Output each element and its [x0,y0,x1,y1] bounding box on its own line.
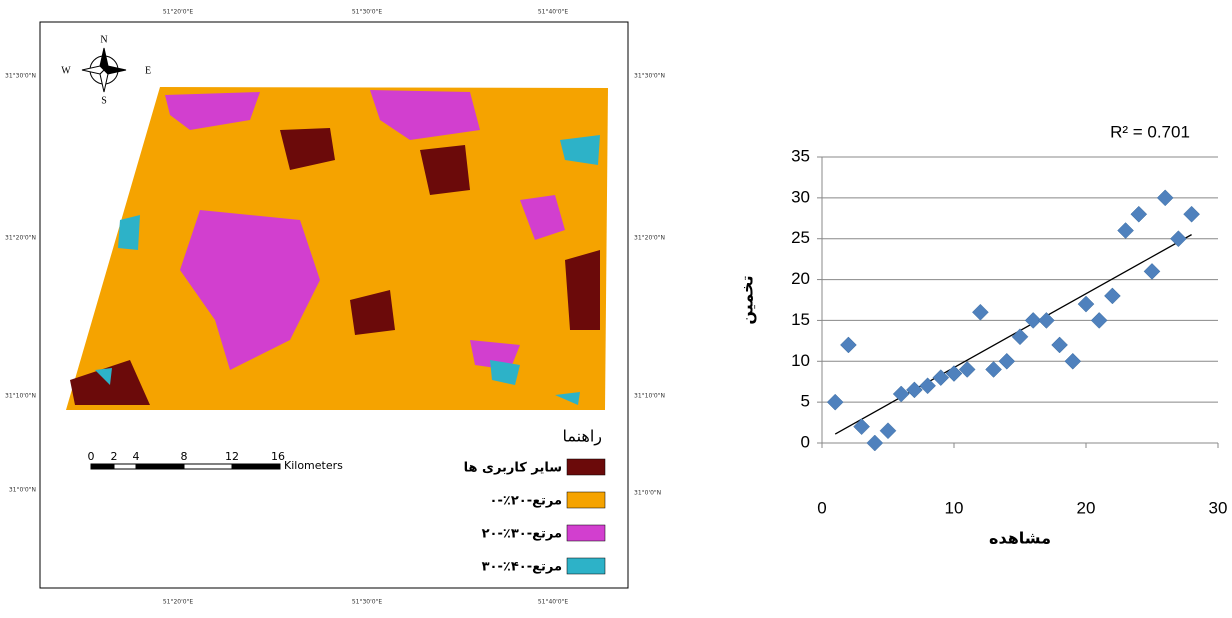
point [853,418,870,436]
legend-swatch [566,491,606,509]
coord-label: 31°10'0"N [634,393,665,400]
point [1038,312,1055,329]
point [1170,230,1187,248]
scale-bar [90,463,281,470]
point [958,361,976,378]
scale-label: 4 [133,450,140,463]
y-tick-label: 30 [791,187,810,206]
point [998,352,1016,370]
legend-label: سایر کاربری ها [464,461,562,476]
coord-label: 51°30'0"E [352,9,382,16]
y-axis-title: تخمین [738,275,757,324]
point [932,369,950,386]
y-tick-label: 15 [791,310,810,329]
point [906,381,923,399]
y-tick-label: 10 [791,351,810,370]
coord-label: 51°20'0"E [163,599,193,606]
legend-label: مرتع-۲۰٪-۰ [490,494,562,509]
y-tick-label: 5 [801,392,810,411]
annotation: R² = 0.701 [1110,122,1190,141]
map-base [66,87,608,410]
point [892,385,910,403]
compass-label: S [101,95,107,106]
point [879,422,897,440]
coord-label: 51°40'0"E [538,9,568,16]
point [1077,295,1095,313]
scale-label: 8 [181,450,188,463]
point [826,393,844,411]
point [1183,205,1200,223]
y-tick-label: 20 [791,269,810,288]
x-tick-label: 10 [945,498,964,517]
point [945,365,963,382]
point [1117,222,1134,239]
legend-label: مرتع-۳۰٪-۲۰ [482,527,562,542]
coord-label: 31°30'0"N [634,73,665,80]
point [1143,263,1161,280]
scale-unit: Kilometers [284,459,343,472]
legend-title: راهنما [562,427,602,447]
point [1064,352,1082,370]
point [972,303,989,321]
y-tick-label: 0 [801,432,810,451]
x-tick-label: 0 [817,498,826,517]
point [985,361,1002,378]
coord-label: 31°20'0"N [634,235,665,242]
x-tick-label: 30 [1209,498,1228,517]
point [1130,205,1148,223]
compass [81,47,127,93]
point [1104,287,1121,305]
coord-label: 31°30'0"N [5,73,36,80]
legend-swatch [566,557,606,575]
map-region [70,128,600,405]
point [1090,312,1108,329]
point [919,377,936,395]
coord-label: 31°10'0"N [5,393,36,400]
point [840,336,857,354]
map [66,87,608,410]
point [1024,312,1042,329]
trendline [834,234,1192,435]
legend-swatch [566,458,606,476]
scale-label: 12 [225,450,239,463]
compass-label: N [100,34,107,45]
x-axis-title: مشاهده [989,529,1051,548]
point [1011,328,1029,346]
coord-label: 31°0'0"N [9,487,36,494]
y-tick-label: 35 [791,146,810,165]
compass-label: W [61,65,71,76]
coord-label: 51°20'0"E [163,9,193,16]
legend-label: مرتع-۴۰٪-۳۰ [482,560,562,575]
coord-label: 51°40'0"E [538,599,568,606]
point [1051,336,1068,354]
coord-label: 51°30'0"E [352,599,382,606]
point [866,434,884,452]
scale-label: 2 [111,450,118,463]
legend-swatch [566,524,606,542]
point [1156,189,1174,207]
scale-label: 16 [271,450,285,463]
scale-label: 0 [88,450,95,463]
compass-label: E [145,65,151,76]
x-tick-label: 20 [1077,498,1096,517]
y-tick-label: 25 [791,228,810,247]
coord-label: 31°20'0"N [5,235,36,242]
coord-label: 31°0'0"N [634,490,661,497]
map-region [165,90,565,370]
